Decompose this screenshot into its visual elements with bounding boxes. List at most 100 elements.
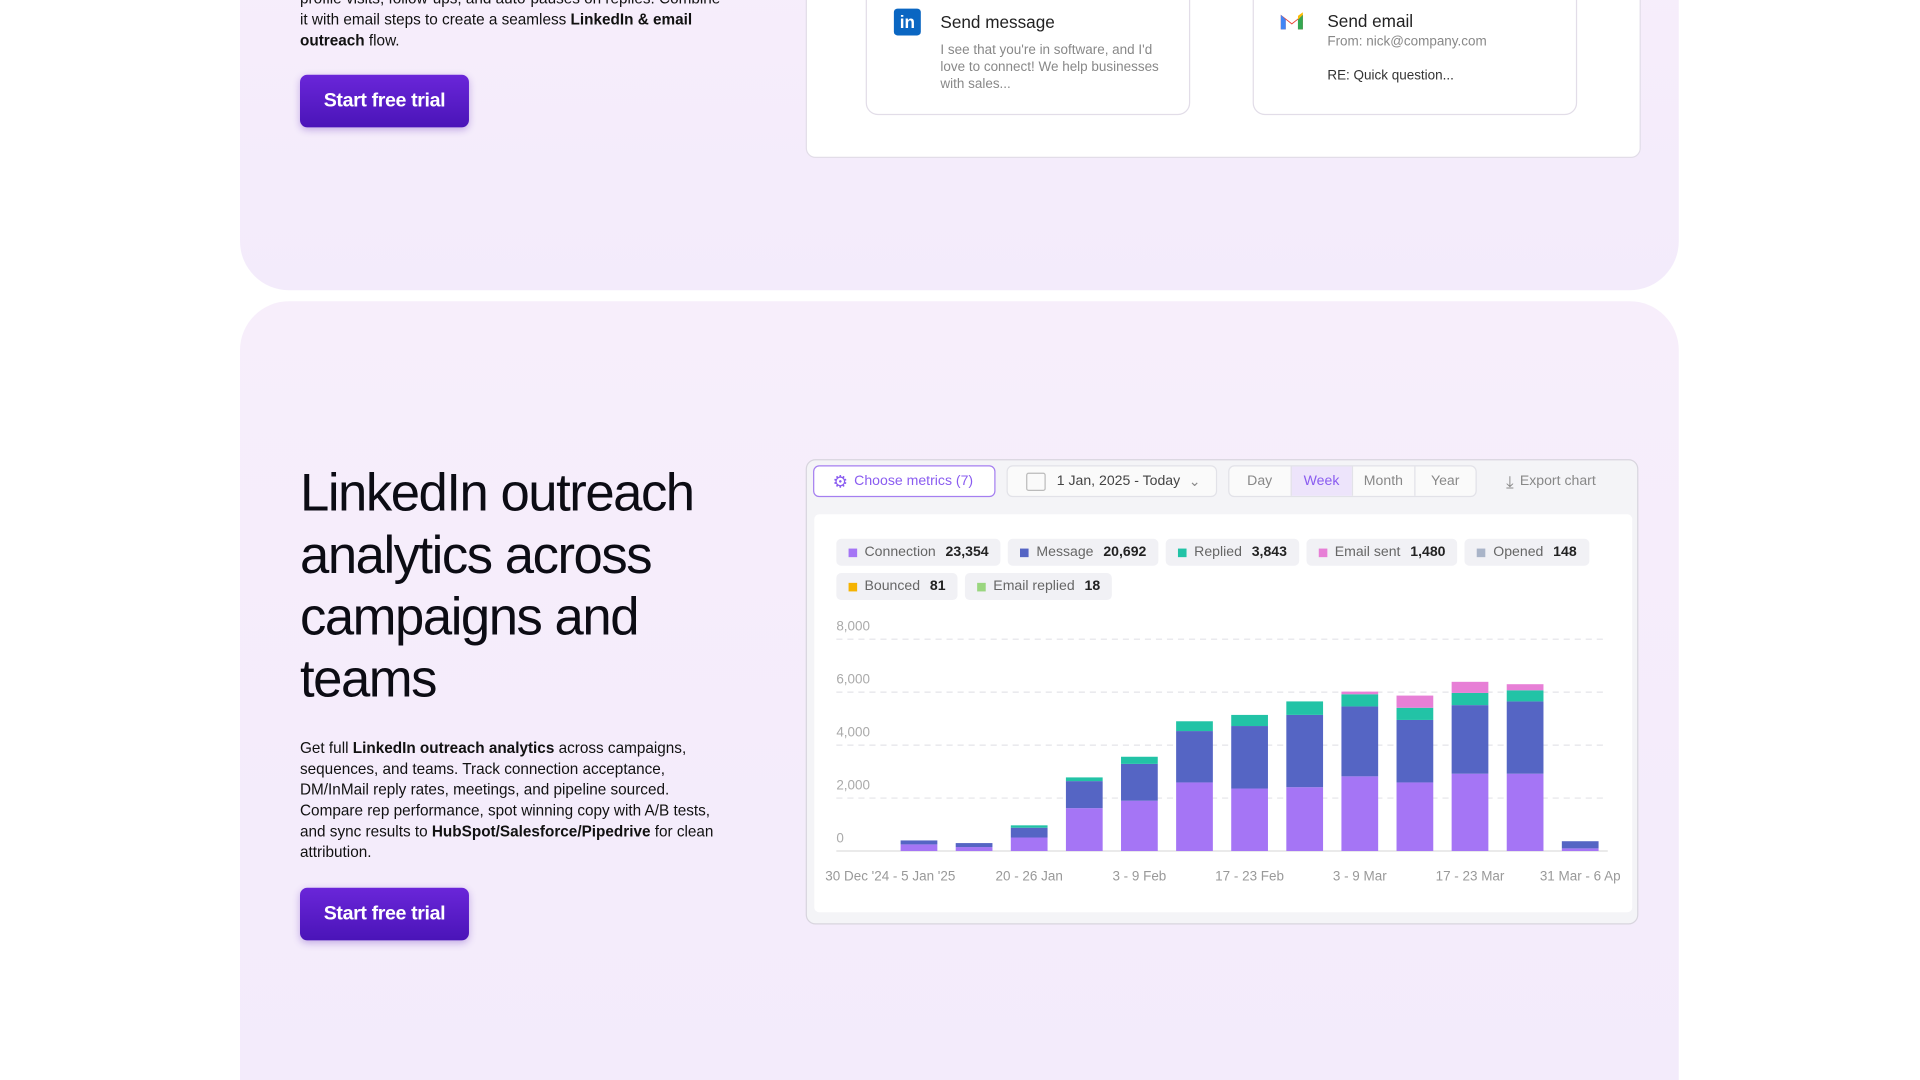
bar-segment — [1286, 787, 1324, 852]
x-tick-label: 3 - 9 Feb — [1112, 868, 1166, 883]
chevron: ⌄ — [1188, 475, 1201, 490]
bar-segment — [1065, 808, 1103, 852]
card-body: I see that you're in software, and I'd l… — [940, 42, 1159, 92]
email-card — [1252, 0, 1578, 116]
period-tab[interactable]: Month — [1351, 466, 1414, 496]
bar-segment — [1396, 707, 1434, 720]
gmail-icon — [1280, 12, 1303, 30]
period-tab[interactable]: Day — [1247, 473, 1273, 489]
legend-label: Email sent — [1334, 544, 1401, 560]
bar-segment — [1341, 691, 1379, 695]
x-tick-label: 3 - 9 Mar — [1333, 868, 1387, 883]
bar-segment — [1176, 782, 1213, 852]
legend-item: Message 20,692 — [1008, 538, 1159, 566]
bar-segment — [1561, 841, 1599, 849]
y-tick-label: 2,000 — [836, 777, 870, 792]
legend-item: Replied 3,843 — [1166, 538, 1300, 566]
x-tick-label: 17 - 23 Mar — [1436, 868, 1505, 883]
legend-item: Email sent 1,480 — [1306, 538, 1458, 566]
legend-label: Email replied — [993, 579, 1075, 594]
choose-metrics-button[interactable]: ⚙ Choose metrics (7) — [813, 465, 996, 498]
legend-total: 1,480 — [1410, 544, 1446, 560]
paragraph-segment: flow. — [364, 31, 400, 49]
bar-segment — [1451, 705, 1489, 774]
start-trial-button[interactable]: Start free trial — [300, 887, 469, 941]
legend-item: Bounced 81 — [836, 573, 958, 601]
bar-segment — [1506, 684, 1544, 691]
legend-swatch — [1020, 547, 1030, 557]
x-tick-label: 20 - 26 Jan — [996, 868, 1063, 883]
y-tick-label: 6,000 — [836, 672, 870, 687]
date-range: 1 Jan, 2025 - Today — [1056, 473, 1181, 489]
button-label: Export chart — [1519, 473, 1596, 489]
legend-item: Opened 148 — [1465, 538, 1589, 566]
linkedin-icon: in — [893, 8, 921, 36]
legend-swatch — [848, 582, 858, 591]
legend-swatch — [1477, 547, 1486, 557]
bar-segment — [1286, 714, 1324, 788]
bar-segment — [900, 844, 938, 852]
y-tick-label: 8,000 — [836, 619, 870, 634]
legend: Connection 23,354 Message 20,692 Replied 3,84… — [836, 538, 1607, 608]
legend-total: 81 — [929, 579, 946, 594]
bar-segment — [1231, 788, 1268, 852]
legend-total: 148 — [1553, 544, 1577, 560]
legend-total: 20,692 — [1103, 544, 1147, 560]
paragraph-segment: LinkedIn & email outreach — [300, 11, 693, 49]
bar-segment — [900, 840, 938, 845]
legend-swatch — [1178, 547, 1187, 557]
card-subject: RE: Quick question... — [1327, 68, 1454, 84]
bar-segment — [1010, 825, 1048, 828]
bar-segment — [1010, 827, 1048, 838]
x-tick-label: 30 Dec '24 - 5 Jan '25 — [825, 868, 955, 883]
bar-segment — [1451, 773, 1489, 852]
start-trial-button[interactable]: Start free trial — [300, 74, 469, 128]
bar-segment — [1231, 714, 1268, 727]
bar-segment — [1286, 701, 1324, 715]
bar-segment — [1506, 701, 1544, 774]
bar-segment — [1451, 681, 1489, 693]
legend-total: 23,354 — [945, 544, 989, 560]
legend-label: Message — [1036, 544, 1094, 560]
legend-label: Connection — [864, 544, 936, 560]
y-tick-label: 4,000 — [836, 725, 870, 740]
paragraph-segment: LinkedIn outreach analytics — [352, 739, 555, 757]
card-title: Send message — [940, 12, 1055, 32]
bar-segment — [1396, 782, 1434, 852]
calendar-icon — [1026, 472, 1046, 491]
legend-swatch — [1318, 547, 1328, 557]
bar-segment — [955, 847, 993, 852]
bar-segment — [1176, 721, 1213, 732]
period-selector: Day Week Month Year — [1228, 465, 1477, 498]
paragraph-segment: across campaigns, sequences, and teams. … — [300, 739, 711, 841]
bar-segment — [1396, 695, 1434, 708]
bar-segment — [1121, 800, 1158, 852]
bar-segment — [1506, 773, 1544, 852]
bar-segment — [1341, 776, 1379, 852]
period-tab[interactable]: Week — [1290, 466, 1352, 496]
paragraph-segment: for clean attribution. — [300, 822, 714, 861]
paragraph-segment: Get full — [300, 739, 353, 757]
bar-segment — [1065, 781, 1103, 809]
bar-segment — [1506, 690, 1544, 702]
bar-segment — [1010, 837, 1048, 852]
legend-label: Replied — [1194, 544, 1242, 560]
bar-segment — [1561, 848, 1599, 852]
section-title: LinkedIn outreach analytics across campa… — [300, 464, 695, 709]
period-tab[interactable]: Year — [1413, 466, 1476, 496]
gear-icon: ⚙ — [832, 470, 849, 491]
legend-label: Bounced — [864, 579, 921, 594]
x-tick-label: 17 - 23 Feb — [1215, 868, 1284, 883]
bar-segment — [955, 843, 993, 848]
card-from: From: nick@company.com — [1327, 34, 1487, 49]
card-title: Send email — [1327, 11, 1414, 31]
download-icon: ⤓ — [1506, 470, 1514, 491]
bar-segment — [1121, 763, 1158, 801]
top-paragraph: profile visits, follow-ups, and auto-pau… — [300, 0, 731, 51]
legend-label: Opened — [1493, 544, 1544, 560]
legend-item: Email replied 18 — [965, 573, 1113, 601]
x-tick-label: 31 Mar - 6 Ap — [1540, 868, 1621, 883]
date-picker[interactable]: 1 Jan, 2025 - Today ⌄ — [1006, 465, 1218, 498]
export-button[interactable]: ⤓ Export chart — [1506, 465, 1596, 497]
